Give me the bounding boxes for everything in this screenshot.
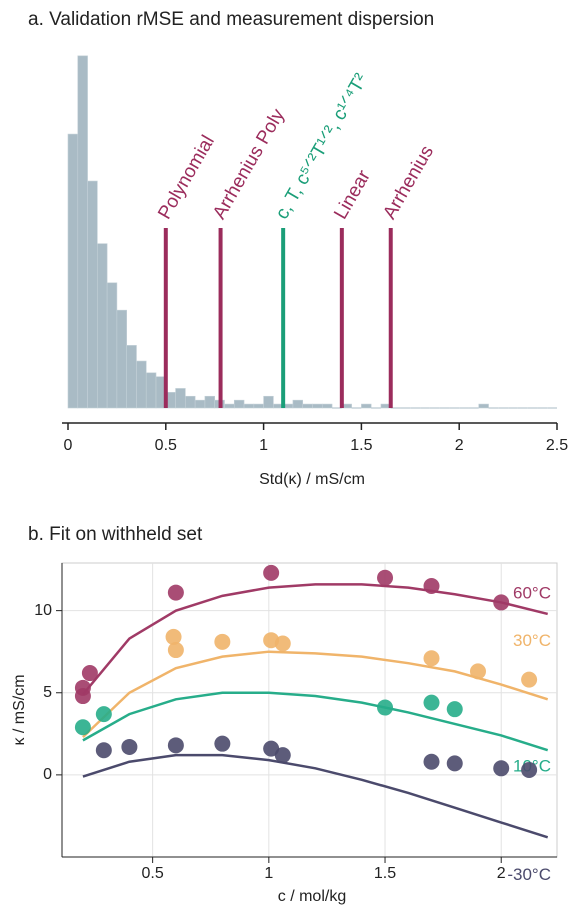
point xyxy=(423,577,440,594)
y-axis-label: κ / mS/cm xyxy=(11,674,28,745)
bar xyxy=(204,395,215,409)
x-tick-label: 1.5 xyxy=(350,437,372,454)
point xyxy=(423,753,440,770)
x-tick-label: 1 xyxy=(264,865,273,882)
point xyxy=(377,699,394,716)
point xyxy=(74,679,91,696)
bar xyxy=(312,403,323,409)
bar xyxy=(233,399,245,409)
point xyxy=(121,738,138,755)
y-tick-label: 5 xyxy=(43,684,52,701)
point xyxy=(493,760,510,777)
point xyxy=(165,628,182,645)
bar xyxy=(321,403,333,409)
bar xyxy=(224,403,235,409)
x-tick-label: 1.5 xyxy=(374,865,396,882)
point xyxy=(263,564,280,581)
y-tick-label: 0 xyxy=(43,766,52,783)
bar xyxy=(106,282,118,409)
point xyxy=(214,735,231,752)
fit-line xyxy=(82,753,549,839)
series-label: 30°C xyxy=(513,631,551,650)
bar xyxy=(185,395,196,409)
x-axis-label: c / mol/kg xyxy=(278,888,346,905)
bar xyxy=(136,360,147,409)
bar xyxy=(253,403,264,409)
point xyxy=(493,594,510,611)
bar xyxy=(126,345,137,409)
x-tick-label: 2 xyxy=(455,437,464,454)
bar xyxy=(292,399,304,409)
point xyxy=(263,740,280,757)
bar xyxy=(97,243,108,409)
fit-line xyxy=(82,650,549,739)
marker-label: Arrhenius xyxy=(379,142,438,223)
x-tick-label: 2.5 xyxy=(546,437,568,454)
x-tick-label: 0.5 xyxy=(155,437,177,454)
bar xyxy=(87,180,98,409)
x-tick-label: 1 xyxy=(259,437,268,454)
panel-b-title: b. Fit on withheld set xyxy=(28,524,203,545)
fit-line xyxy=(81,583,549,696)
point xyxy=(95,706,112,723)
bar xyxy=(194,399,206,409)
point xyxy=(167,584,184,601)
bar xyxy=(77,55,88,409)
point xyxy=(167,737,184,754)
point xyxy=(423,650,440,667)
plot-frame xyxy=(61,562,558,858)
point xyxy=(469,663,486,680)
point xyxy=(74,719,91,736)
x-tick-label: 0.5 xyxy=(142,865,164,882)
series-label: -30°C xyxy=(507,865,551,884)
panel-a-title: a. Validation rMSE and measurement dispe… xyxy=(28,9,434,30)
bar xyxy=(263,395,274,409)
point xyxy=(521,761,538,778)
x-tick-label: 0 xyxy=(64,437,73,454)
x-tick-label: 2 xyxy=(497,865,506,882)
marker-label: Polynomial xyxy=(154,132,219,223)
point xyxy=(274,635,291,652)
point xyxy=(95,742,112,759)
fit-line xyxy=(82,691,549,752)
bar xyxy=(116,309,127,409)
point xyxy=(446,755,463,772)
series-label: 60°C xyxy=(513,583,551,602)
point xyxy=(446,701,463,718)
bar xyxy=(175,388,186,409)
bar xyxy=(243,403,255,409)
point xyxy=(81,665,98,682)
bar xyxy=(478,403,489,409)
point xyxy=(377,569,394,586)
bar xyxy=(67,133,79,409)
point xyxy=(423,694,440,711)
bar xyxy=(145,372,157,409)
point xyxy=(274,747,291,764)
marker-label: Linear xyxy=(330,166,375,223)
x-axis-label: Std(κ) / mS/cm xyxy=(259,471,365,488)
point xyxy=(521,671,538,688)
bar xyxy=(302,403,313,409)
point xyxy=(214,633,231,650)
y-tick-label: 10 xyxy=(34,602,52,619)
bar xyxy=(361,403,372,409)
point xyxy=(167,642,184,659)
